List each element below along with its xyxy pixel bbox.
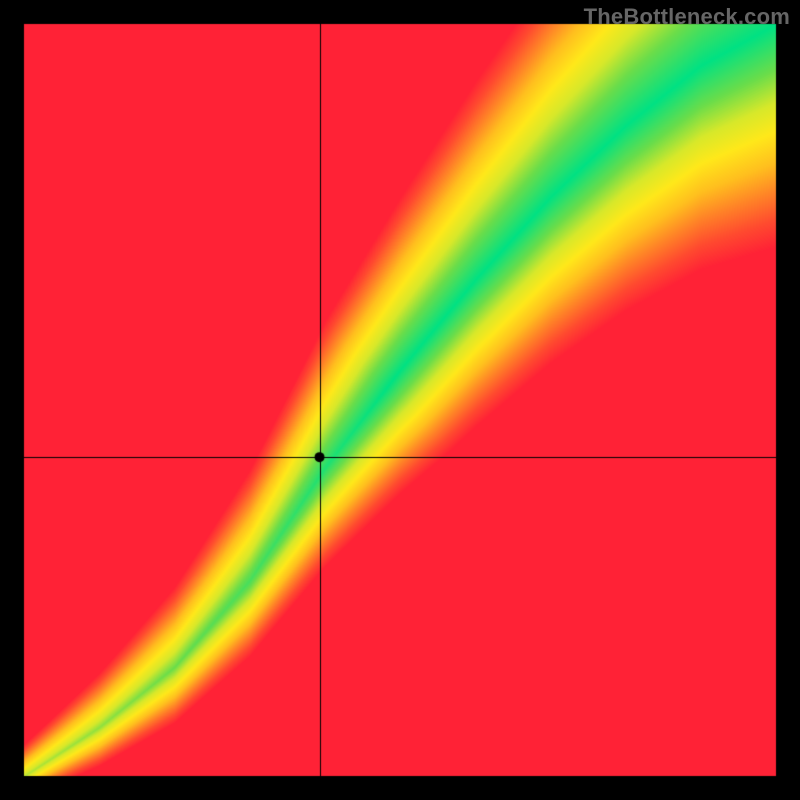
bottleneck-heatmap [0, 0, 800, 800]
chart-container: TheBottleneck.com [0, 0, 800, 800]
watermark-text: TheBottleneck.com [584, 4, 790, 30]
